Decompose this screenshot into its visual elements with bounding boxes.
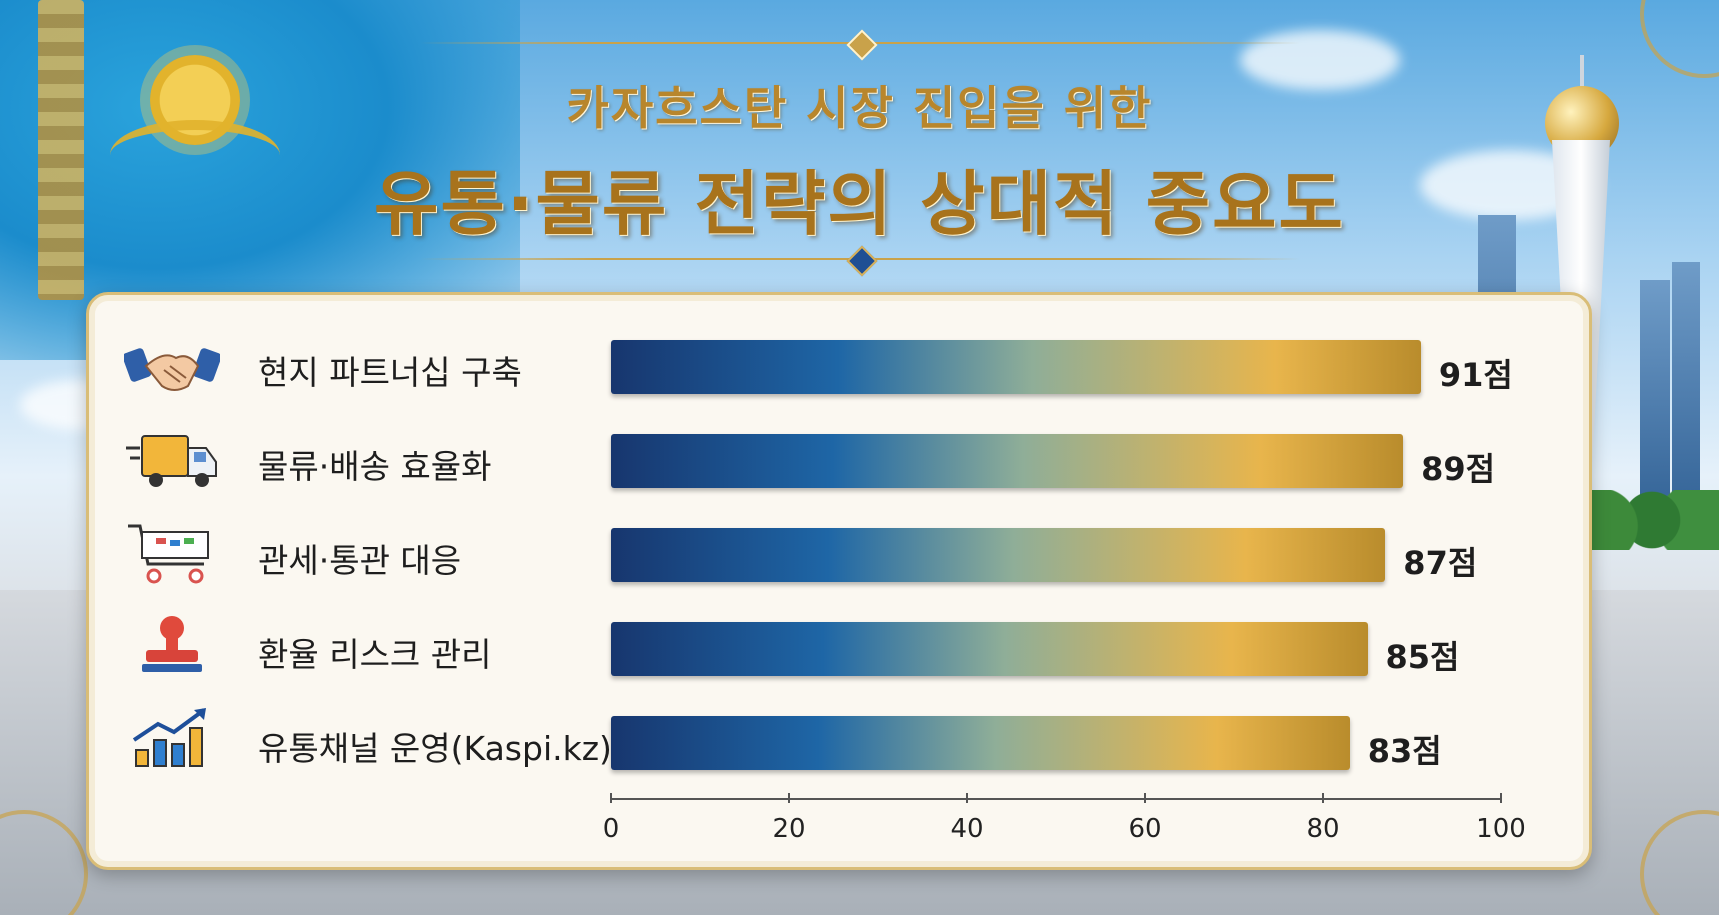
skyscraper bbox=[1672, 262, 1700, 532]
bar-value-label: 89점 bbox=[1421, 450, 1496, 488]
corner-ornament bbox=[1640, 0, 1719, 78]
bar-value-label: 91점 bbox=[1438, 356, 1513, 394]
chart-title-line2: 유통·물류 전략의 상대적 중요도 bbox=[374, 163, 1345, 245]
bar-label: 현지 파트너십 구축 bbox=[258, 353, 522, 392]
x-tick-label: 20 bbox=[772, 814, 806, 844]
flag-eagle-emblem bbox=[110, 120, 280, 190]
bar-label: 물류·배송 효율화 bbox=[258, 447, 492, 486]
bar bbox=[611, 716, 1350, 770]
bar-value-label: 85점 bbox=[1385, 638, 1460, 676]
x-tick-label: 40 bbox=[950, 814, 984, 844]
baiterek-tower-spire bbox=[1580, 55, 1584, 91]
x-axis-tick bbox=[1500, 793, 1502, 803]
bar-label: 관세·통관 대응 bbox=[258, 541, 462, 580]
shopping-cart-icon bbox=[128, 524, 209, 584]
x-axis-line bbox=[611, 798, 1501, 800]
bar-value-label: 87점 bbox=[1403, 544, 1478, 582]
bar-value-label: 83점 bbox=[1367, 732, 1442, 770]
delivery-truck-icon bbox=[126, 435, 217, 487]
cloud bbox=[1240, 30, 1400, 90]
chart-title-line1: 카자흐스탄 시장 진입을 위한 bbox=[566, 81, 1153, 135]
x-axis-tick bbox=[610, 793, 612, 803]
x-tick-label: 80 bbox=[1306, 814, 1340, 844]
title-top-ornament bbox=[846, 29, 878, 61]
bar-label: 환율 리스크 관리 bbox=[258, 635, 492, 674]
x-axis-tick bbox=[788, 793, 790, 803]
growth-chart-icon bbox=[132, 708, 206, 767]
park-trees bbox=[1570, 490, 1719, 550]
stamp-icon bbox=[142, 616, 202, 672]
x-axis-tick bbox=[1322, 793, 1324, 803]
skyscraper bbox=[1640, 280, 1670, 530]
x-tick-label: 0 bbox=[602, 814, 620, 844]
title-bottom-ornament bbox=[846, 245, 878, 277]
bar bbox=[611, 340, 1421, 394]
bar bbox=[611, 622, 1368, 676]
bar bbox=[611, 434, 1404, 488]
bar-label: 유통채널 운영(Kaspi.kz) bbox=[258, 729, 612, 768]
x-tick-label: 100 bbox=[1476, 814, 1526, 844]
x-axis-tick bbox=[1144, 793, 1146, 803]
x-tick-label: 60 bbox=[1128, 814, 1162, 844]
bar bbox=[611, 528, 1386, 582]
flag-ornament-pattern bbox=[38, 0, 84, 300]
handshake-icon bbox=[124, 348, 220, 391]
x-axis-tick bbox=[966, 793, 968, 803]
